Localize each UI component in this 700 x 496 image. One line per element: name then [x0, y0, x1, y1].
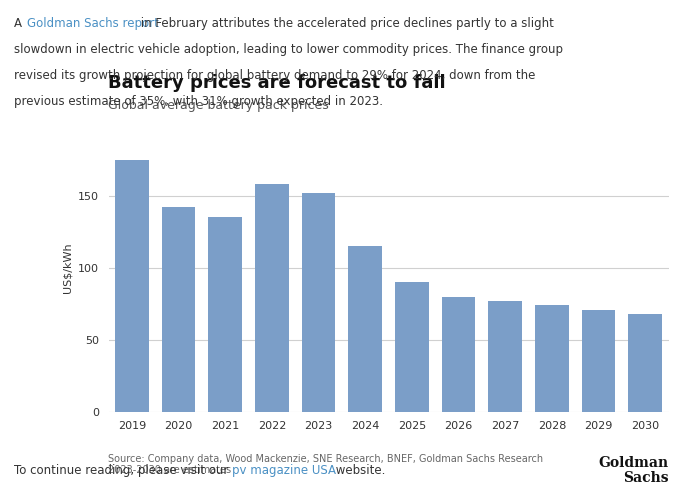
Text: previous estimate of 35%, with 31% growth expected in 2023.: previous estimate of 35%, with 31% growt… — [14, 95, 383, 108]
Text: Source: Company data, Wood Mackenzie, SNE Research, BNEF, Goldman Sachs Research: Source: Company data, Wood Mackenzie, SN… — [108, 454, 544, 476]
Text: Battery prices are forecast to fall: Battery prices are forecast to fall — [108, 74, 446, 92]
Y-axis label: US$/kWh: US$/kWh — [62, 243, 72, 293]
Bar — [629, 314, 662, 412]
Bar — [349, 246, 382, 412]
Bar — [115, 160, 148, 412]
Text: pv magazine USA: pv magazine USA — [232, 464, 337, 477]
Bar — [209, 217, 242, 412]
Text: Global average battery pack prices: Global average battery pack prices — [108, 99, 329, 112]
Text: slowdown in electric vehicle adoption, leading to lower commodity prices. The fi: slowdown in electric vehicle adoption, l… — [14, 43, 563, 56]
Text: Goldman Sachs report: Goldman Sachs report — [27, 17, 158, 30]
Bar — [302, 193, 335, 412]
Bar — [395, 282, 428, 412]
Text: revised its growth projection for global battery demand to 29% for 2024, down fr: revised its growth projection for global… — [14, 69, 536, 82]
Bar — [442, 297, 475, 412]
Bar — [489, 301, 522, 412]
Text: To continue reading, please visit our: To continue reading, please visit our — [14, 464, 232, 477]
Bar — [255, 185, 288, 412]
Text: Goldman
Sachs: Goldman Sachs — [598, 456, 668, 486]
Text: A: A — [14, 17, 26, 30]
Text: website.: website. — [332, 464, 386, 477]
Bar — [582, 310, 615, 412]
Bar — [535, 305, 568, 412]
Text: in February attributes the accelerated price declines partly to a slight: in February attributes the accelerated p… — [137, 17, 554, 30]
Bar — [162, 207, 195, 412]
